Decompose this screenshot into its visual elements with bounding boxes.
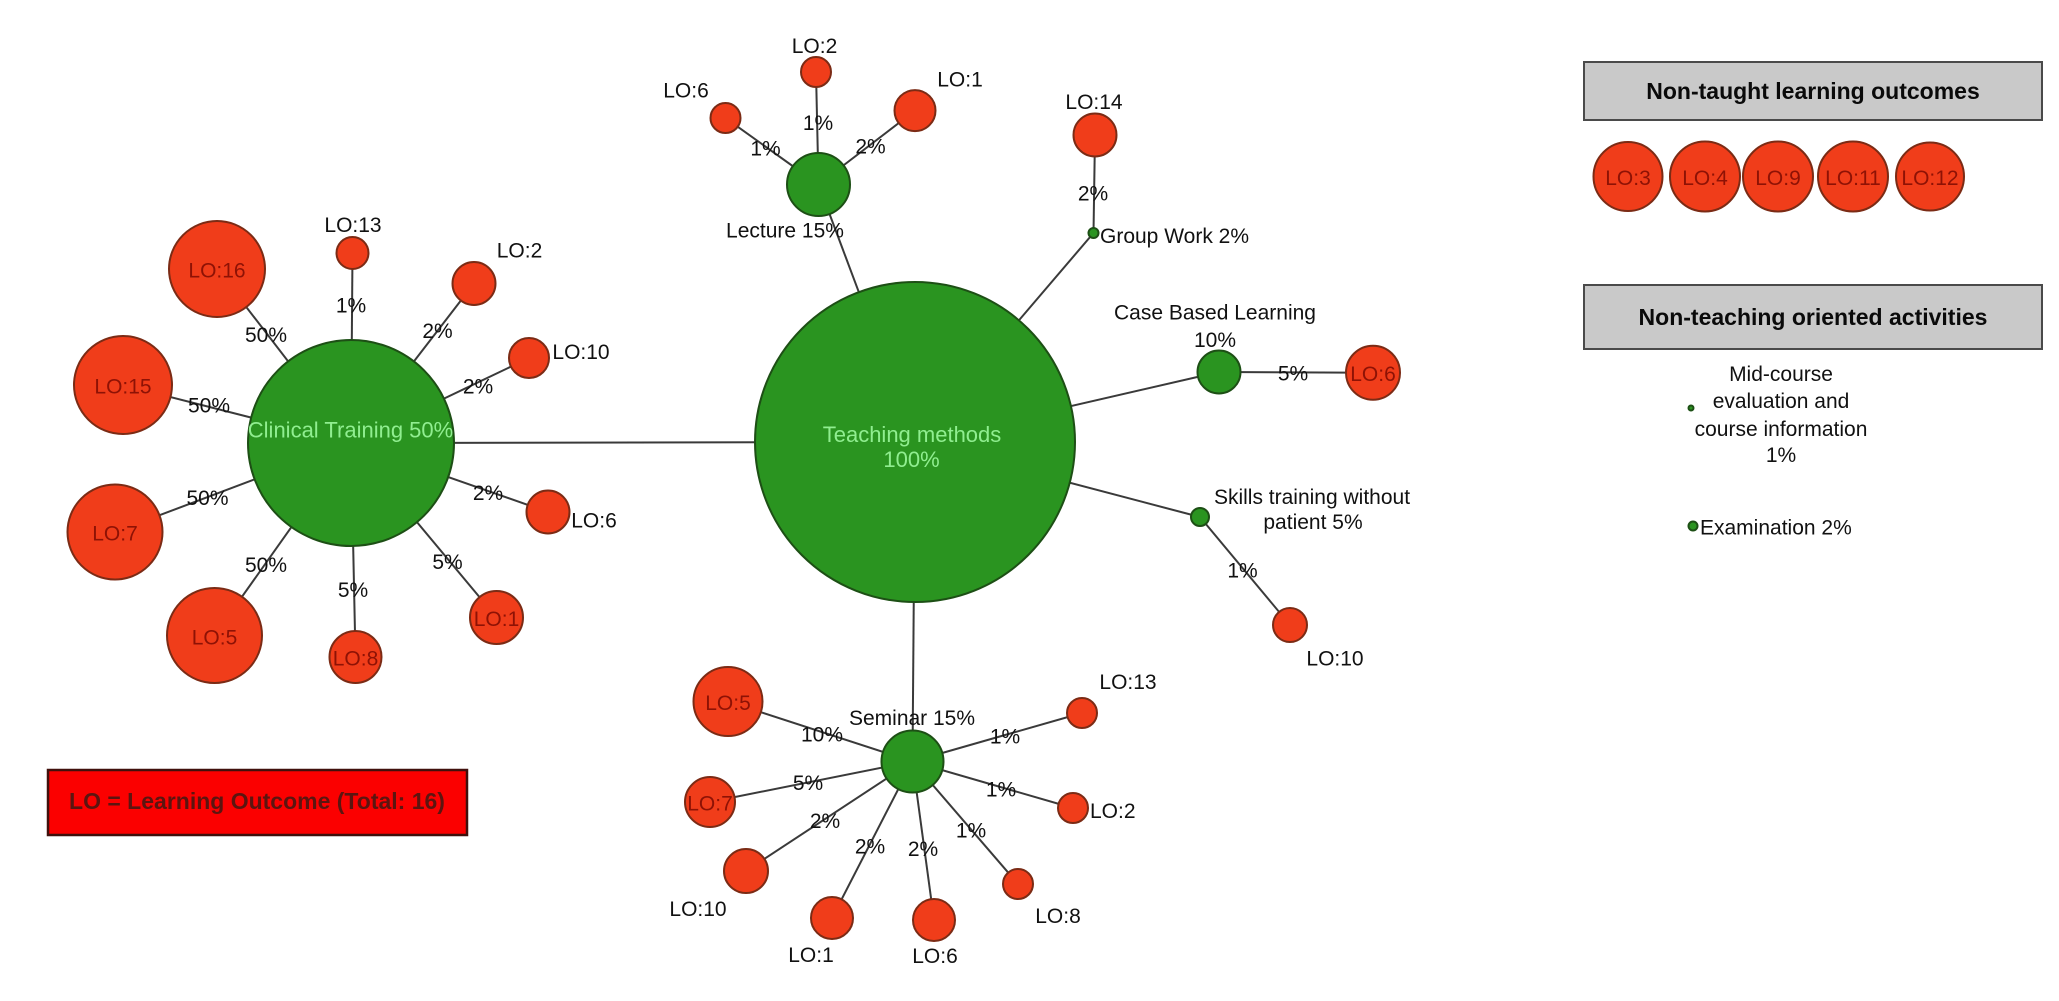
svg-text:LO:6: LO:6 (912, 945, 958, 968)
svg-text:LO:11: LO:11 (1825, 167, 1881, 190)
svg-text:evaluation and: evaluation and (1713, 390, 1850, 413)
svg-text:LO:16: LO:16 (188, 260, 245, 283)
svg-text:50%: 50% (188, 395, 230, 418)
svg-text:5%: 5% (432, 551, 462, 574)
svg-text:patient 5%: patient 5% (1263, 511, 1362, 534)
svg-text:LO = Learning Outcome (Total:: LO = Learning Outcome (Total: 16) (69, 788, 445, 814)
svg-text:LO:1: LO:1 (788, 944, 834, 967)
svg-text:LO:2: LO:2 (497, 240, 543, 263)
svg-text:Clinical Training 50%: Clinical Training 50% (248, 418, 453, 443)
svg-text:LO:13: LO:13 (1099, 671, 1156, 694)
svg-text:1%: 1% (803, 112, 833, 135)
svg-text:LO:13: LO:13 (324, 214, 381, 237)
svg-text:LO:5: LO:5 (705, 692, 751, 715)
svg-text:LO:1: LO:1 (937, 69, 983, 92)
svg-text:Teaching methods: Teaching methods (823, 422, 1002, 447)
svg-text:LO:6: LO:6 (663, 80, 709, 103)
svg-text:100%: 100% (883, 447, 939, 472)
svg-text:LO:9: LO:9 (1755, 167, 1801, 190)
svg-text:Case Based Learning: Case Based Learning (1114, 302, 1316, 325)
svg-text:2%: 2% (473, 482, 503, 505)
svg-text:2%: 2% (810, 810, 840, 833)
svg-text:2%: 2% (463, 376, 493, 399)
svg-text:1%: 1% (1227, 560, 1257, 583)
svg-text:course information: course information (1695, 418, 1868, 441)
svg-text:1%: 1% (990, 726, 1020, 749)
svg-text:LO:3: LO:3 (1605, 167, 1651, 190)
svg-text:Skills training without: Skills training without (1214, 486, 1410, 509)
svg-text:LO:5: LO:5 (192, 627, 238, 650)
svg-text:2%: 2% (855, 136, 885, 159)
svg-text:LO:2: LO:2 (1090, 800, 1136, 823)
svg-text:2%: 2% (422, 320, 452, 343)
svg-text:LO:10: LO:10 (552, 341, 609, 364)
svg-text:1%: 1% (336, 295, 366, 318)
svg-text:5%: 5% (1278, 363, 1308, 386)
svg-text:LO:10: LO:10 (1306, 648, 1363, 671)
svg-text:10%: 10% (801, 724, 843, 747)
svg-text:Mid-course: Mid-course (1729, 363, 1833, 386)
svg-text:LO:14: LO:14 (1065, 91, 1123, 114)
svg-text:2%: 2% (1078, 183, 1108, 206)
svg-text:Non-taught learning outcomes: Non-taught learning outcomes (1646, 78, 1980, 104)
svg-text:LO:8: LO:8 (333, 648, 379, 671)
svg-text:Examination 2%: Examination 2% (1700, 517, 1852, 540)
svg-text:Lecture 15%: Lecture 15% (726, 220, 844, 243)
svg-text:1%: 1% (986, 779, 1016, 802)
svg-text:1%: 1% (1766, 444, 1796, 467)
svg-text:5%: 5% (338, 579, 368, 602)
svg-text:50%: 50% (186, 487, 228, 510)
svg-text:LO:12: LO:12 (1901, 167, 1958, 190)
svg-text:LO:10: LO:10 (669, 898, 726, 921)
svg-text:50%: 50% (245, 554, 287, 577)
svg-text:LO:8: LO:8 (1035, 905, 1081, 928)
svg-text:Non-teaching oriented activiti: Non-teaching oriented activities (1639, 304, 1988, 330)
svg-text:Group Work 2%: Group Work 2% (1100, 225, 1249, 248)
svg-text:LO:2: LO:2 (792, 35, 838, 58)
svg-text:LO:6: LO:6 (571, 510, 617, 533)
svg-text:LO:7: LO:7 (92, 523, 138, 546)
svg-text:2%: 2% (908, 838, 938, 861)
svg-text:1%: 1% (956, 820, 986, 843)
svg-text:LO:4: LO:4 (1682, 167, 1728, 190)
svg-text:Seminar 15%: Seminar 15% (849, 707, 975, 730)
svg-text:LO:6: LO:6 (1350, 363, 1396, 386)
svg-text:LO:7: LO:7 (687, 793, 733, 816)
svg-text:LO:1: LO:1 (474, 608, 520, 631)
svg-text:5%: 5% (793, 772, 823, 795)
svg-text:50%: 50% (245, 324, 287, 347)
svg-text:10%: 10% (1194, 329, 1236, 352)
svg-text:2%: 2% (855, 836, 885, 859)
svg-text:1%: 1% (750, 138, 780, 161)
svg-text:LO:15: LO:15 (94, 376, 151, 399)
